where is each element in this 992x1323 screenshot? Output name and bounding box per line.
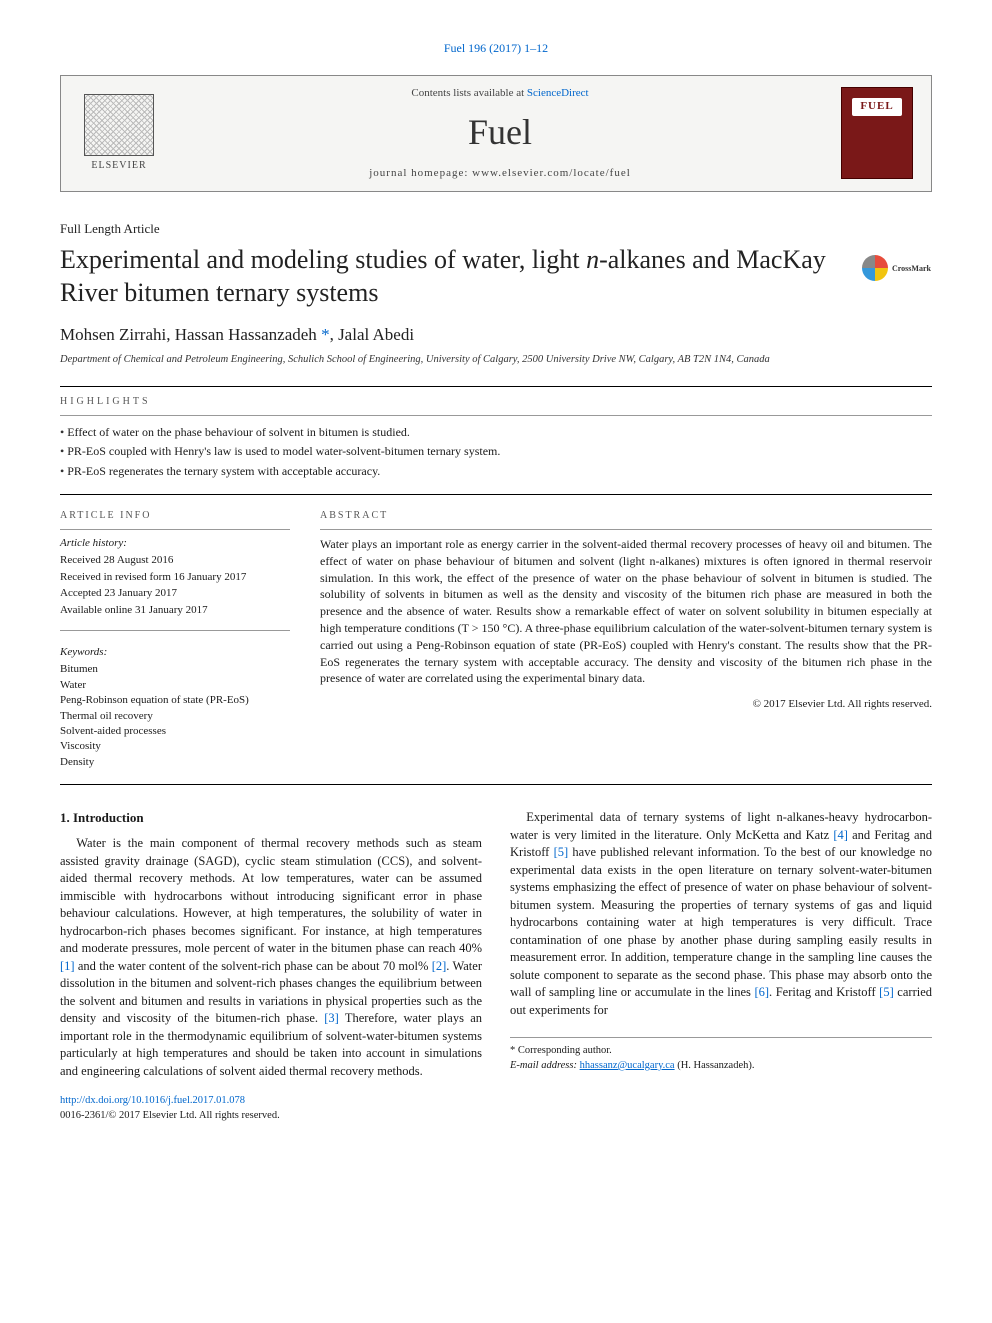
- keyword: Thermal oil recovery: [60, 709, 290, 724]
- title-row: Experimental and modeling studies of wat…: [60, 244, 932, 323]
- crossmark-icon: [862, 255, 888, 281]
- journal-cover-label: FUEL: [852, 98, 901, 115]
- history-revised: Received in revised form 16 January 2017: [60, 570, 290, 585]
- corresponding-email: E-mail address: hhassanz@ucalgary.ca (H.…: [510, 1059, 932, 1074]
- highlight-item: PR-EoS regenerates the ternary system wi…: [60, 463, 932, 480]
- publisher-name: ELSEVIER: [91, 159, 146, 173]
- keyword: Bitumen: [60, 662, 290, 677]
- journal-cover[interactable]: FUEL: [841, 87, 913, 179]
- keyword: Water: [60, 678, 290, 693]
- corresponding-footer: * Corresponding author. E-mail address: …: [510, 1037, 932, 1073]
- email-link[interactable]: hhassanz@ucalgary.ca: [580, 1060, 675, 1071]
- doi-block: http://dx.doi.org/10.1016/j.fuel.2017.01…: [60, 1094, 932, 1123]
- homepage-prefix: journal homepage:: [369, 167, 472, 179]
- rule-thin: [60, 630, 290, 631]
- ref-link[interactable]: [2]: [432, 959, 447, 973]
- keyword: Peng-Robinson equation of state (PR-EoS): [60, 693, 290, 708]
- abstract-label: ABSTRACT: [320, 509, 932, 523]
- rule: [60, 784, 932, 785]
- corresponding-note: * Corresponding author.: [510, 1044, 932, 1059]
- rule: [60, 386, 932, 387]
- contents-line: Contents lists available at ScienceDirec…: [159, 86, 841, 101]
- corresponding-marker[interactable]: *: [321, 325, 330, 344]
- intro-paragraph: Water is the main component of thermal r…: [60, 835, 482, 1080]
- article-type: Full Length Article: [60, 220, 932, 238]
- issn-copyright: 0016-2361/© 2017 Elsevier Ltd. All right…: [60, 1109, 932, 1124]
- intro-paragraph: Experimental data of ternary systems of …: [510, 809, 932, 1019]
- history-accepted: Accepted 23 January 2017: [60, 586, 290, 601]
- history-head: Article history:: [60, 536, 290, 551]
- elsevier-tree-icon: [84, 94, 154, 156]
- intro-heading: 1. Introduction: [60, 809, 482, 827]
- highlights-list: Effect of water on the phase behaviour o…: [60, 424, 932, 480]
- ref-link[interactable]: [3]: [324, 1011, 339, 1025]
- keywords-head: Keywords:: [60, 645, 290, 660]
- keyword: Solvent-aided processes: [60, 724, 290, 739]
- article-info-label: ARTICLE INFO: [60, 509, 290, 523]
- crossmark-label: CrossMark: [892, 263, 931, 274]
- authors: Mohsen Zirrahi, Hassan Hassanzadeh *, Ja…: [60, 323, 932, 347]
- doi-link[interactable]: http://dx.doi.org/10.1016/j.fuel.2017.01…: [60, 1095, 245, 1106]
- history-online: Available online 31 January 2017: [60, 603, 290, 618]
- sciencedirect-link[interactable]: ScienceDirect: [527, 87, 589, 99]
- history-received: Received 28 August 2016: [60, 553, 290, 568]
- keyword: Viscosity: [60, 739, 290, 754]
- publisher-logo[interactable]: ELSEVIER: [79, 88, 159, 178]
- article-info-column: ARTICLE INFO Article history: Received 2…: [60, 503, 290, 770]
- rule-thin: [320, 529, 932, 530]
- info-abstract-row: ARTICLE INFO Article history: Received 2…: [60, 503, 932, 770]
- highlights-label: HIGHLIGHTS: [60, 395, 932, 409]
- journal-name: Fuel: [159, 107, 841, 157]
- homepage-line: journal homepage: www.elsevier.com/locat…: [159, 166, 841, 181]
- keyword: Density: [60, 755, 290, 770]
- contents-prefix: Contents lists available at: [411, 87, 526, 99]
- affiliation: Department of Chemical and Petroleum Eng…: [60, 353, 932, 368]
- rule-thin: [60, 529, 290, 530]
- rule-thin: [60, 415, 932, 416]
- abstract-column: ABSTRACT Water plays an important role a…: [320, 503, 932, 770]
- homepage-url[interactable]: www.elsevier.com/locate/fuel: [472, 167, 631, 179]
- body-columns: 1. Introduction Water is the main compon…: [60, 809, 932, 1080]
- header-center: Contents lists available at ScienceDirec…: [159, 86, 841, 181]
- ref-link[interactable]: [4]: [833, 828, 848, 842]
- highlight-item: PR-EoS coupled with Henry's law is used …: [60, 443, 932, 460]
- page: Fuel 196 (2017) 1–12 ELSEVIER Contents l…: [0, 0, 992, 1184]
- journal-header: ELSEVIER Contents lists available at Sci…: [60, 75, 932, 192]
- ref-link[interactable]: [5]: [554, 845, 569, 859]
- abstract-copyright: © 2017 Elsevier Ltd. All rights reserved…: [320, 697, 932, 712]
- highlight-item: Effect of water on the phase behaviour o…: [60, 424, 932, 441]
- crossmark-badge[interactable]: CrossMark: [862, 248, 932, 288]
- ref-link[interactable]: [6]: [754, 985, 769, 999]
- ref-link[interactable]: [1]: [60, 959, 75, 973]
- rule: [60, 494, 932, 495]
- article-title: Experimental and modeling studies of wat…: [60, 244, 842, 309]
- abstract-text: Water plays an important role as energy …: [320, 536, 932, 687]
- ref-link[interactable]: [5]: [879, 985, 894, 999]
- citation-top: Fuel 196 (2017) 1–12: [60, 40, 932, 57]
